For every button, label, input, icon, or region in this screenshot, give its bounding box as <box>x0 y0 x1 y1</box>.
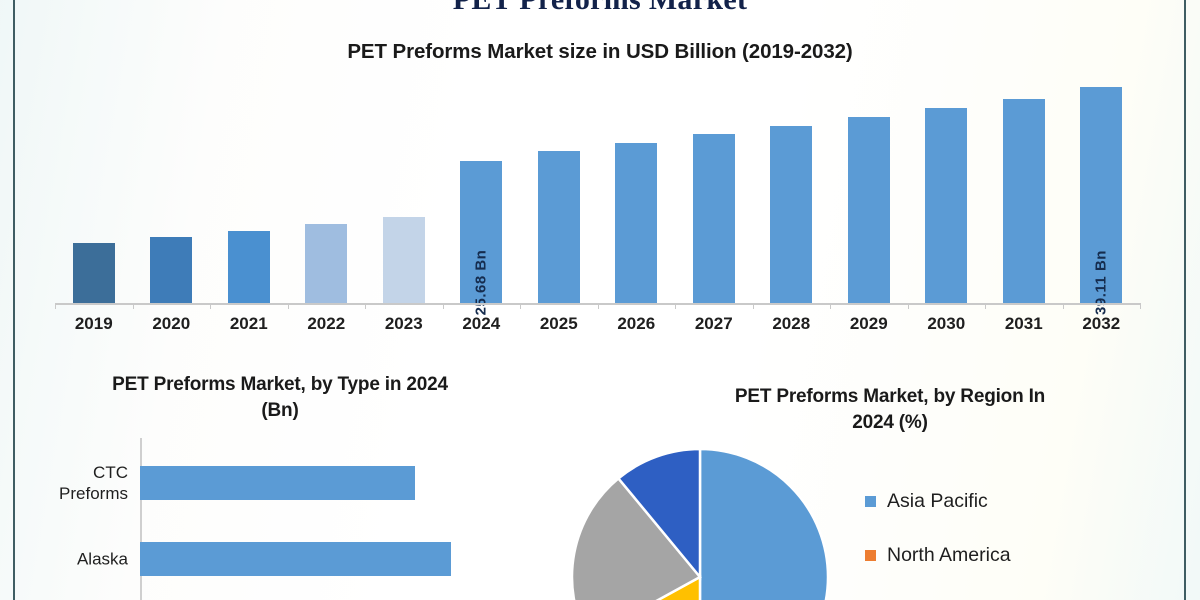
bar-slot-2026 <box>598 66 676 303</box>
pie-slice-middle-east-and-africa[interactable] <box>616 447 702 581</box>
bar-slot-2028 <box>753 66 831 303</box>
bar-slot-2030 <box>908 66 986 303</box>
bar-2021[interactable] <box>227 231 270 303</box>
type-category-label-ctc-preforms: CTC Preforms <box>59 463 128 503</box>
bar-slot-2021 <box>210 66 288 303</box>
x-axis-label-2022: 2022 <box>307 314 346 333</box>
x-axis-tick <box>55 303 56 309</box>
legend-item-asia-pacific[interactable]: Asia Pacific <box>865 474 1165 528</box>
x-axis-label-2029: 2029 <box>849 314 888 333</box>
region-legend: Asia Pacific North America Europe <box>865 474 1165 600</box>
market-by-region-title-line-2: 2024 (%) <box>852 412 928 433</box>
bar-2029[interactable] <box>847 117 890 303</box>
x-axis-tick <box>830 303 831 309</box>
type-bar-alaska[interactable] <box>140 542 451 576</box>
region-pie-svg <box>570 447 830 600</box>
bar-value-label-2024: 25.68 Bn <box>472 249 490 316</box>
bar-slot-2025 <box>520 66 598 303</box>
pie-slice-europe[interactable] <box>570 476 702 600</box>
market-size-plot-area: 25.68 Bn 39.11 Bn <box>55 66 1141 315</box>
market-by-type-y-axis <box>140 438 142 600</box>
bar-slot-2027 <box>675 66 753 303</box>
legend-label-north-america: North America <box>887 543 1011 566</box>
x-axis-label-2025: 2025 <box>539 314 578 333</box>
x-axis-tick <box>1140 303 1141 309</box>
x-axis-label-2026: 2026 <box>617 314 656 333</box>
market-by-type-plot-area: CTC Preforms Alaska <box>30 438 530 600</box>
x-axis-tick <box>597 303 599 309</box>
legend-swatch-north-america <box>865 549 876 561</box>
legend-item-europe[interactable]: Europe <box>865 582 1165 600</box>
market-size-bar-chart: 25.68 Bn 39.11 Bn 2019 2020 2021 2022 2023 202… <box>55 66 1141 336</box>
frame-border-left <box>13 0 15 600</box>
market-size-chart-title: PET Preforms Market size in USD Billion … <box>347 40 853 63</box>
bar-2028[interactable] <box>770 126 813 303</box>
x-axis-label-2032: 2032 <box>1082 314 1121 333</box>
legend-item-north-america[interactable]: North America <box>865 528 1165 582</box>
bar-2024[interactable]: 25.68 Bn <box>460 161 503 315</box>
x-axis-tick <box>752 303 754 309</box>
bar-2031[interactable] <box>1002 98 1045 303</box>
legend-label-europe: Europe <box>887 598 950 600</box>
market-by-region-chart: PET Preforms Market, by Region In 2024 (… <box>560 384 1184 600</box>
x-axis-tick <box>675 303 676 309</box>
legend-label-asia-pacific: Asia Pacific <box>887 489 988 512</box>
bar-2027[interactable] <box>692 134 735 303</box>
bar-2023[interactable] <box>382 217 425 303</box>
market-by-type-title-line-2: (Bn) <box>261 400 299 421</box>
bar-2032[interactable]: 39.11 Bn <box>1080 87 1123 315</box>
market-by-type-chart-title: PET Preforms Market, by Type in 2024 (Bn… <box>30 372 530 424</box>
bar-slot-2022 <box>288 66 366 303</box>
x-axis-tick <box>210 303 211 309</box>
x-axis-tick <box>1062 303 1064 309</box>
pie-slice-asia-pacific[interactable] <box>698 447 830 600</box>
x-axis-label-2031: 2031 <box>1004 314 1043 333</box>
market-by-region-chart-title: PET Preforms Market, by Region In 2024 (… <box>660 384 1120 436</box>
x-axis-tick <box>520 303 521 309</box>
market-by-region-title-line-1: PET Preforms Market, by Region In <box>734 386 1046 407</box>
bar-slot-2023 <box>365 66 443 303</box>
bar-slot-2032: 39.11 Bn <box>1063 66 1141 315</box>
x-axis-label-2021: 2021 <box>229 314 268 333</box>
bar-2026[interactable] <box>615 142 658 303</box>
page-title: PET Preforms Market <box>0 0 1200 17</box>
bar-2022[interactable] <box>305 224 348 303</box>
x-axis-label-2019: 2019 <box>74 314 113 333</box>
bar-slot-2024: 25.68 Bn <box>443 66 521 315</box>
x-axis-label-2023: 2023 <box>384 314 423 333</box>
x-axis-tick <box>287 303 289 309</box>
type-bar-row-alaska: Alaska <box>77 542 451 576</box>
frame-border-right <box>1184 0 1186 600</box>
x-axis-tick <box>985 303 986 309</box>
bar-value-label-2032: 39.11 Bn <box>1092 250 1110 315</box>
bar-slot-2031 <box>985 66 1063 303</box>
market-by-type-chart: PET Preforms Market, by Type in 2024 (Bn… <box>30 372 530 600</box>
bar-slot-2019 <box>55 66 133 303</box>
x-axis-label-2028: 2028 <box>772 314 811 333</box>
legend-swatch-asia-pacific <box>865 495 876 507</box>
x-axis-tick <box>365 303 366 309</box>
bar-slot-2029 <box>830 66 908 303</box>
type-bar-row-ctc-preforms: CTC Preforms <box>59 463 415 503</box>
bar-slot-2020 <box>133 66 211 303</box>
x-axis-tick <box>907 303 909 309</box>
x-axis-label-2024: 2024 <box>462 314 501 333</box>
bar-2025[interactable] <box>537 151 580 303</box>
x-axis-label-2020: 2020 <box>152 314 191 333</box>
bar-2030[interactable] <box>925 108 968 303</box>
bar-2019[interactable] <box>72 242 115 303</box>
type-category-label-alaska: Alaska <box>76 549 128 569</box>
x-axis-label-2030: 2030 <box>927 314 966 333</box>
bar-2020[interactable] <box>150 237 193 303</box>
region-pie-graphic <box>565 442 835 600</box>
x-axis-label-2027: 2027 <box>694 314 733 333</box>
type-bar-ctc-preforms[interactable] <box>140 466 415 500</box>
x-axis-tick <box>132 303 134 309</box>
market-by-type-title-line-1: PET Preforms Market, by Type in 2024 <box>112 374 448 395</box>
x-axis-tick <box>442 303 444 309</box>
